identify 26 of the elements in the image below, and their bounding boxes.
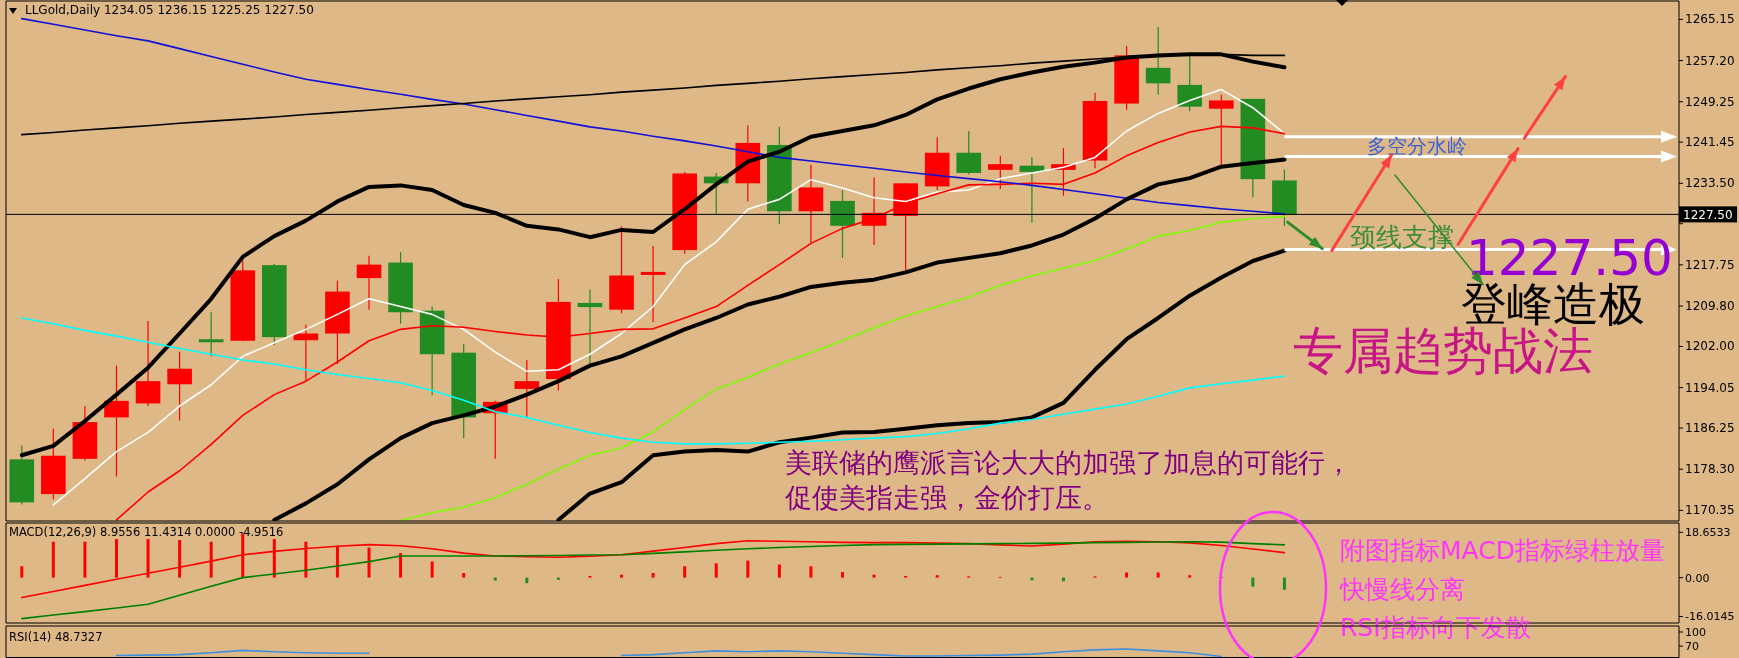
y-tick-label: 70 bbox=[1685, 640, 1699, 654]
chart-title: LLGold,Daily 1234.05 1236.15 1225.25 1227.50 bbox=[25, 3, 314, 17]
y-tick-label: -16.0145 bbox=[1685, 610, 1735, 624]
y-tick-label: 1178.30 bbox=[1685, 462, 1735, 477]
y-tick-label: 1265.15 bbox=[1685, 12, 1735, 27]
y-tick-label: 1209.80 bbox=[1685, 299, 1735, 314]
annotation: 快慢线分离 bbox=[1339, 575, 1465, 604]
annotation: 附图指标MACD指标绿柱放量 bbox=[1340, 536, 1665, 565]
y-tick-label: 1194.05 bbox=[1685, 380, 1735, 395]
y-tick-label: 1241.45 bbox=[1685, 135, 1735, 150]
y-tick-label: 100 bbox=[1685, 625, 1706, 639]
y-tick-label: 1186.25 bbox=[1685, 421, 1735, 436]
annotation: 美联储的鹰派言论大大的加强了加息的可能行， bbox=[785, 447, 1352, 478]
y-tick-label: 1233.50 bbox=[1685, 176, 1735, 191]
y-tick-label: 18.6533 bbox=[1685, 526, 1731, 540]
y-tick-label: 1249.25 bbox=[1685, 94, 1735, 109]
y-tick-label: 1170.35 bbox=[1685, 503, 1735, 518]
y-tick-label: 1257.20 bbox=[1685, 53, 1735, 68]
chart-title: MACD(12,26,9) 8.9556 11.4314 0.0000 -4.9516 bbox=[9, 525, 284, 539]
ref-line-label: 1227.50 bbox=[1683, 208, 1733, 223]
y-tick-label: 1217.75 bbox=[1685, 257, 1735, 272]
ref-line-label: 多空分水岭 bbox=[1367, 134, 1467, 159]
y-tick-label: 0.00 bbox=[1685, 571, 1710, 585]
annotation: 促使美指走强，金价打压。 bbox=[785, 482, 1109, 513]
chart-title: RSI(14) 48.7327 bbox=[9, 630, 103, 644]
y-tick-label: 1202.00 bbox=[1685, 339, 1735, 354]
